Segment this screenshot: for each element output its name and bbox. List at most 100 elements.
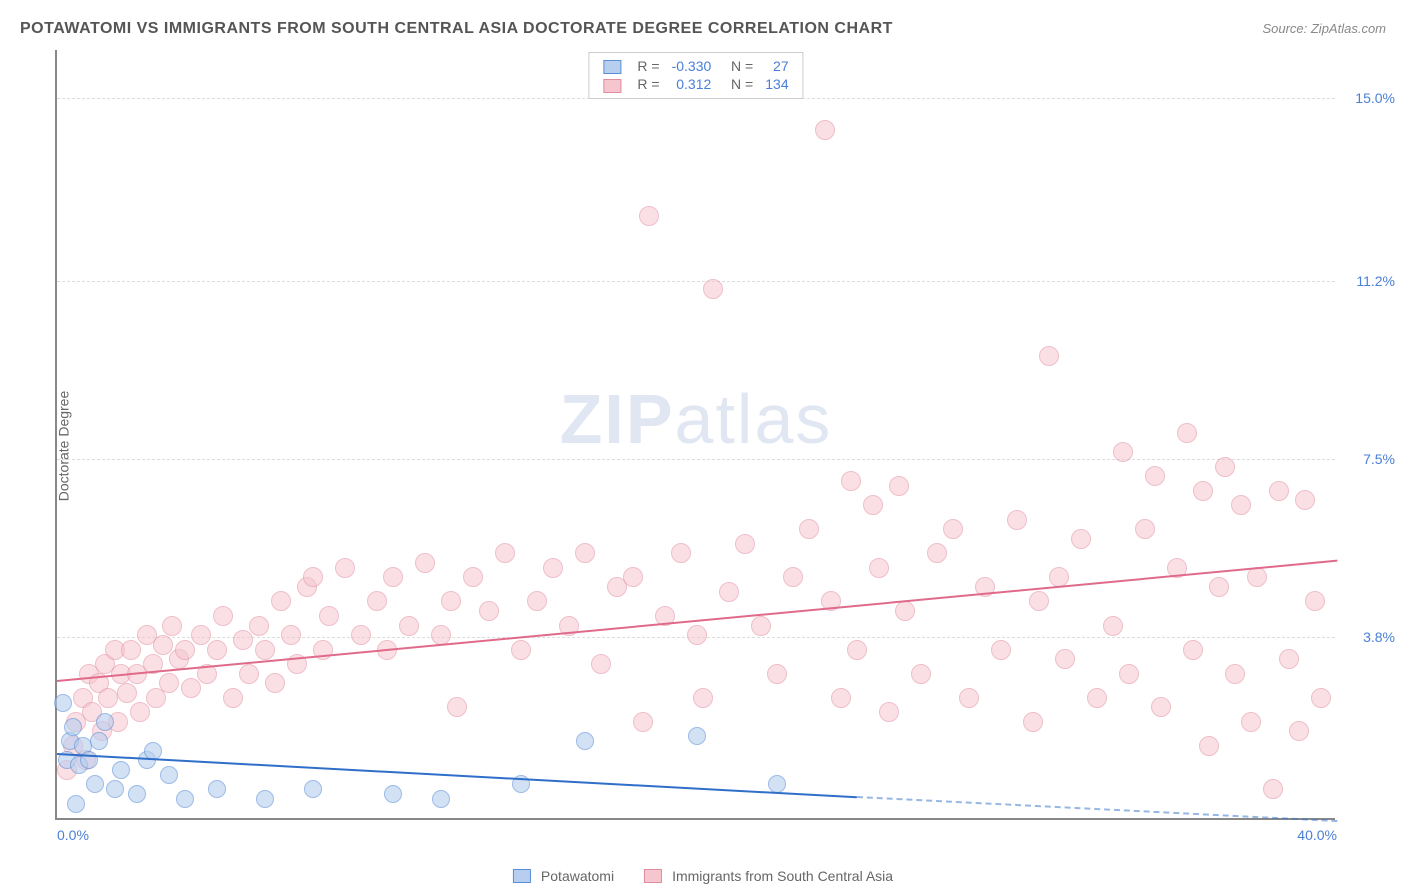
data-point [1279, 649, 1299, 669]
data-point [1269, 481, 1289, 501]
scatter-chart: ZIPatlas R =-0.330 N =27R =0.312 N =134 … [55, 50, 1335, 820]
data-point [96, 713, 114, 731]
data-point [191, 625, 211, 645]
data-point [1209, 577, 1229, 597]
data-point [255, 640, 275, 660]
data-point [799, 519, 819, 539]
data-point [751, 616, 771, 636]
n-value: 27 [759, 57, 794, 75]
data-point [575, 543, 595, 563]
data-point [927, 543, 947, 563]
data-point [447, 697, 467, 717]
data-point [208, 780, 226, 798]
watermark: ZIPatlas [560, 379, 833, 459]
data-point [399, 616, 419, 636]
r-label: R = [631, 75, 665, 93]
data-point [86, 775, 104, 793]
legend-row: R =-0.330 N =27 [597, 57, 794, 75]
data-point [256, 790, 274, 808]
chart-header: POTAWATOMI VS IMMIGRANTS FROM SOUTH CENT… [20, 20, 1386, 38]
data-point [90, 732, 108, 750]
data-point [181, 678, 201, 698]
source-attribution: Source: ZipAtlas.com [1262, 21, 1386, 36]
data-point [1119, 664, 1139, 684]
data-point [1145, 466, 1165, 486]
data-point [176, 790, 194, 808]
data-point [688, 727, 706, 745]
data-point [841, 471, 861, 491]
series-legend: PotawatomiImmigrants from South Central … [513, 868, 893, 884]
data-point [1029, 591, 1049, 611]
data-point [719, 582, 739, 602]
data-point [112, 761, 130, 779]
legend-label: Potawatomi [541, 868, 614, 884]
data-point [1055, 649, 1075, 669]
data-point [265, 673, 285, 693]
r-value: -0.330 [666, 57, 718, 75]
data-point [527, 591, 547, 611]
data-point [687, 625, 707, 645]
x-tick-label: 40.0% [1297, 827, 1337, 843]
x-tick-label: 0.0% [57, 827, 89, 843]
data-point [351, 625, 371, 645]
data-point [767, 664, 787, 684]
data-point [239, 664, 259, 684]
data-point [54, 694, 72, 712]
chart-title: POTAWATOMI VS IMMIGRANTS FROM SOUTH CENT… [20, 20, 893, 38]
data-point [153, 635, 173, 655]
data-point [576, 732, 594, 750]
data-point [671, 543, 691, 563]
data-point [479, 601, 499, 621]
data-point [128, 785, 146, 803]
data-point [783, 567, 803, 587]
data-point [591, 654, 611, 674]
data-point [768, 775, 786, 793]
correlation-legend: R =-0.330 N =27R =0.312 N =134 [588, 52, 803, 99]
data-point [863, 495, 883, 515]
data-point [1183, 640, 1203, 660]
y-tick-label: 11.2% [1356, 273, 1395, 289]
data-point [543, 558, 563, 578]
data-point [223, 688, 243, 708]
data-point [623, 567, 643, 587]
data-point [233, 630, 253, 650]
trend-line-extrapolated [857, 796, 1337, 822]
r-value: 0.312 [666, 75, 718, 93]
data-point [1023, 712, 1043, 732]
data-point [162, 616, 182, 636]
data-point [693, 688, 713, 708]
data-point [1247, 567, 1267, 587]
data-point [213, 606, 233, 626]
data-point [879, 702, 899, 722]
data-point [271, 591, 291, 611]
data-point [735, 534, 755, 554]
n-value: 134 [759, 75, 794, 93]
data-point [121, 640, 141, 660]
data-point [441, 591, 461, 611]
legend-item: Potawatomi [513, 868, 614, 884]
data-point [911, 664, 931, 684]
data-point [1007, 510, 1027, 530]
data-point [463, 567, 483, 587]
data-point [1087, 688, 1107, 708]
y-tick-label: 3.8% [1363, 629, 1395, 645]
data-point [1151, 697, 1171, 717]
y-tick-label: 7.5% [1363, 451, 1395, 467]
data-point [175, 640, 195, 660]
data-point [160, 766, 178, 784]
data-point [383, 567, 403, 587]
data-point [1311, 688, 1331, 708]
data-point [1103, 616, 1123, 636]
data-point [130, 702, 150, 722]
data-point [831, 688, 851, 708]
data-point [815, 120, 835, 140]
y-tick-label: 15.0% [1355, 90, 1395, 106]
data-point [1263, 779, 1283, 799]
data-point [889, 476, 909, 496]
data-point [207, 640, 227, 660]
data-point [1289, 721, 1309, 741]
data-point [1305, 591, 1325, 611]
legend-row: R =0.312 N =134 [597, 75, 794, 93]
data-point [159, 673, 179, 693]
legend-swatch [513, 869, 531, 883]
